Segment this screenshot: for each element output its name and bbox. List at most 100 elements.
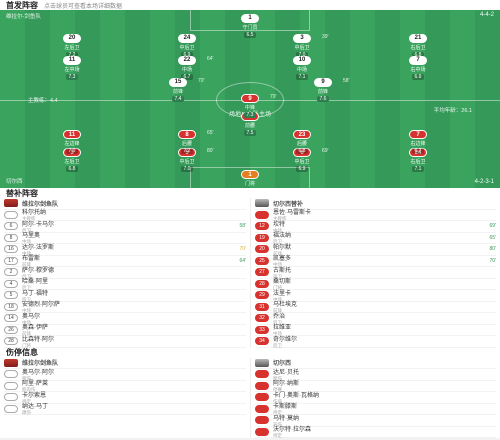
away-player-9[interactable]: 7 右边锋 6.7 xyxy=(388,130,448,154)
away-player-5[interactable]: 8 后腰 7.2 65' xyxy=(157,130,217,154)
subs-home-player-position: 前锋 xyxy=(22,331,31,337)
subs-away-row[interactable]: 28 桑切斯 门将 xyxy=(255,279,496,290)
subs-away-row[interactable]: 19 福法纳 后卫 65' xyxy=(255,233,496,244)
subs-away-player-position: 主教练 xyxy=(273,216,287,222)
subs-home-row[interactable]: 2 萨尔·穆罗德 后卫 xyxy=(4,267,246,279)
subs-away-player-position: 中场 xyxy=(273,262,282,268)
subs-home-row[interactable]: 16 达尔·法罗斯 中场 70' xyxy=(4,244,246,256)
injury-home-player-position: 踝伤 xyxy=(22,410,31,416)
subs-away-row[interactable]: 31 马杜埃克 前锋 xyxy=(255,302,496,313)
subs-home-number-badge: 26 xyxy=(4,325,18,334)
subs-home-player-name: 科尔托纳 xyxy=(22,210,47,217)
subs-away-row[interactable]: 20 帕尔默 前锋 80' xyxy=(255,244,496,256)
away-player-number: 5 xyxy=(178,148,196,157)
away-player-number: 9 xyxy=(241,94,259,103)
injury-home-row[interactable]: 卡尔索恩 待定 xyxy=(4,392,246,404)
subs-home-row[interactable]: 14 奥马尔 中场 xyxy=(4,313,246,325)
home-player-7[interactable]: 10 中场 7.1 xyxy=(272,56,332,80)
subs-away-row[interactable]: 27 古斯托 后卫 xyxy=(255,267,496,279)
subs-home-row[interactable]: 28 比森特·阿尔 门将 xyxy=(4,336,246,348)
subs-home-row[interactable]: 18 安德烈·阿尔萨 中场 xyxy=(4,302,246,313)
subs-away-row[interactable]: 29 法里卡 中场 xyxy=(255,290,496,302)
away-player-6[interactable]: 23 后腰 6.8 xyxy=(272,130,332,154)
home-player-1[interactable]: 20 左后卫 7.2 xyxy=(42,34,102,58)
away-player-8[interactable]: 11 左边锋 7.0 xyxy=(42,130,102,154)
home-player-number: 3 xyxy=(293,34,311,43)
away-player-10[interactable]: 9 中锋 7.3 70' xyxy=(220,94,280,118)
home-player-2[interactable]: 24 中后卫 6.9 xyxy=(157,34,217,58)
home-team-name: 维拉尔-剑鱼队 xyxy=(6,14,41,20)
home-player-10[interactable]: 9 前锋 7.6 58' xyxy=(293,78,353,102)
home-player-rating: 6.9 xyxy=(180,52,194,58)
subs-home-sub-time: 64' xyxy=(239,257,246,264)
home-player-6[interactable]: 22 中场 6.7 64' xyxy=(157,56,217,80)
home-player-number: 7 xyxy=(409,56,427,65)
subs-away-row[interactable]: 12 坎特 中场 69' xyxy=(255,221,496,233)
home-player-name: 右中场 xyxy=(410,67,426,73)
injury-home-row[interactable]: 阿里·萨莱 肌肉伤 xyxy=(4,381,246,392)
subs-away-team-row: 切尔西替补 xyxy=(255,198,496,210)
away-crest-icon xyxy=(255,199,269,208)
subs-home-row[interactable]: 17 布雷斯 前锋 64' xyxy=(4,256,246,267)
subs-away-player-name: 坎特 xyxy=(273,221,286,228)
subs-away-row[interactable]: 34 奇尔维尔 后卫 xyxy=(255,336,496,348)
away-player-name: 后腰 xyxy=(296,141,307,147)
subs-home-number-badge: 8 xyxy=(4,233,18,242)
away-player-rating: 7.0 xyxy=(65,148,79,154)
subs-home-row[interactable]: 26 奥森·伊萨 前锋 xyxy=(4,325,246,337)
home-player-9[interactable]: 15 前锋 7.4 70' xyxy=(148,78,208,102)
home-player-name: 前锋 xyxy=(317,89,328,95)
injury-away-row[interactable]: 卡门·奥斯·瓦格纳 伤病 xyxy=(255,392,496,404)
injury-away-player-name: 卡门·奥斯·瓦格纳 xyxy=(273,392,319,399)
subs-away-row[interactable]: 25 凯塞多 中场 70' xyxy=(255,256,496,268)
subs-home-row[interactable]: 科尔托纳 主教练 xyxy=(4,210,246,221)
subs-away-row[interactable]: 33 拉维亚 中场 xyxy=(255,325,496,336)
injury-away-row[interactable]: 马特·莫纳 背伤 xyxy=(255,415,496,427)
subs-home-row[interactable]: 4 哈桑·阿里 后卫 xyxy=(4,279,246,290)
away-player-3[interactable]: 6 中后卫 6.9 69' xyxy=(272,148,332,172)
injury-away-row[interactable]: 阿尔·纳斯 停赛 xyxy=(255,381,496,393)
subs-home-number-badge: 18 xyxy=(4,302,18,311)
subs-away-player-name: 拉维亚 xyxy=(273,325,292,332)
subs-away-row[interactable]: 恩佐·马雷斯卡 主教练 xyxy=(255,210,496,222)
away-player-1[interactable]: 3 左后卫 6.8 xyxy=(42,148,102,172)
away-player-name: 后腰 xyxy=(181,141,192,147)
home-player-name: 中后卫 xyxy=(179,45,195,51)
away-player-0[interactable]: 1门将6.6 xyxy=(220,170,280,188)
subs-home-sub-time: 70' xyxy=(239,246,246,253)
away-player-2[interactable]: 5 中后卫 7.0 80' xyxy=(157,148,217,172)
away-player-rating: 6.7 xyxy=(411,148,425,154)
home-player-3[interactable]: 3 中后卫 7.0 39' xyxy=(272,34,332,58)
home-player-8[interactable]: 7 右中场 6.9 xyxy=(388,56,448,80)
home-penalty-box xyxy=(190,10,310,31)
subs-home-number-badge: 4 xyxy=(4,279,18,288)
away-player-rating: 6.8 xyxy=(295,148,309,154)
injury-away-row[interactable]: 沃尔特·拉尔森 待定 xyxy=(255,427,496,438)
subs-away-number-badge: 27 xyxy=(255,268,269,277)
home-player-5[interactable]: 11 左中场 7.3 xyxy=(42,56,102,80)
home-player-0[interactable]: 1 守门员 6.5 xyxy=(220,14,280,38)
subs-home-row[interactable]: 5 马丁·福特 后卫 xyxy=(4,290,246,302)
injuries-header: 伤停信息 xyxy=(0,347,500,358)
injuries-away-team: 切尔西 xyxy=(273,361,292,368)
subs-home-row[interactable]: 8 马里奥 中场 xyxy=(4,233,246,244)
home-crest-icon xyxy=(4,358,18,367)
subs-away-row[interactable]: 32 乔治 后卫 xyxy=(255,313,496,325)
injury-away-row[interactable]: 卡斯滕斯 待定 xyxy=(255,404,496,415)
injury-away-row[interactable]: 达尼·贝托 腿伤 xyxy=(255,369,496,381)
injury-away-player-position: 停赛 xyxy=(273,387,282,393)
subs-home-player-name: 哈桑·阿里 xyxy=(22,279,48,286)
subs-home-player-position: 后卫 xyxy=(22,296,31,302)
away-player-rating: 7.0 xyxy=(180,166,194,172)
injury-away-player-position: 伤病 xyxy=(273,398,282,404)
home-player-rating: 7.3 xyxy=(65,74,79,80)
subs-block: 维拉尔剑鱼队 科尔托纳 主教练 6 阿尔·卡马尔 后卫 58' 8 马里奥 中场 16 达尔·法罗斯… xyxy=(0,198,500,348)
injury-home-row[interactable]: 奥马尔·阿尔 膝伤 xyxy=(4,369,246,381)
home-player-number: 22 xyxy=(178,56,196,65)
home-player-rating: 7.4 xyxy=(171,96,185,102)
away-player-4[interactable]: 24 右后卫 7.1 xyxy=(388,148,448,172)
home-player-4[interactable]: 21 右后卫 6.8 xyxy=(388,34,448,58)
subs-away-sub-time: 65' xyxy=(489,234,496,241)
subs-home-row[interactable]: 6 阿尔·卡马尔 后卫 58' xyxy=(4,221,246,233)
injury-home-row[interactable]: 纳达·马丁 踝伤 xyxy=(4,404,246,416)
